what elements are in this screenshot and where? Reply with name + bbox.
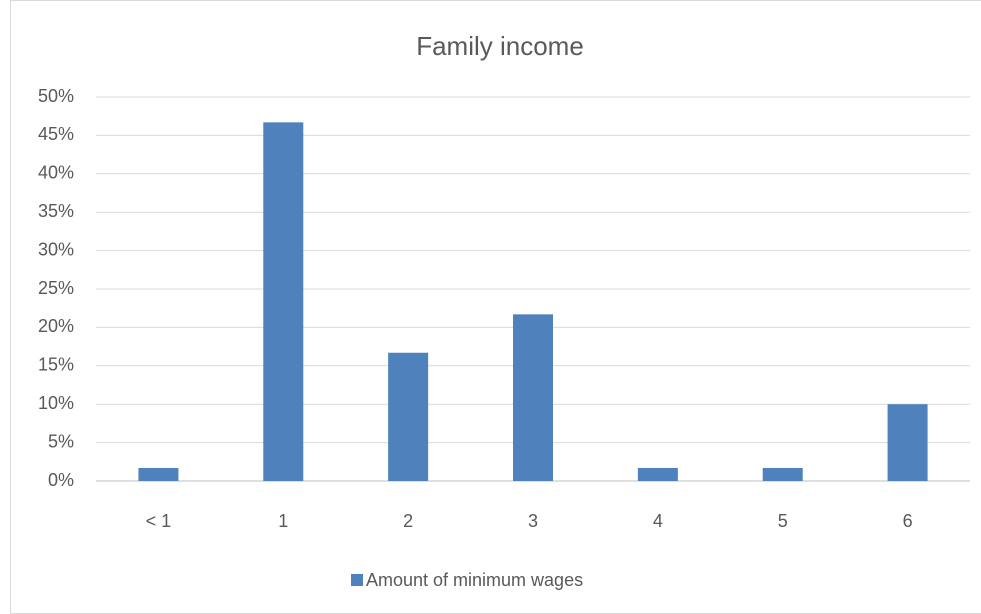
y-tick-label: 45% (38, 124, 74, 144)
y-tick-label: 15% (38, 355, 74, 375)
bar (263, 122, 304, 482)
y-tick-label: 30% (38, 239, 74, 259)
x-tick-label: 6 (903, 511, 913, 531)
x-tick-label: 4 (653, 511, 663, 531)
x-tick-label: 3 (528, 511, 538, 531)
x-tick-label: 2 (403, 511, 413, 531)
legend-label: Amount of minimum wages (366, 570, 583, 590)
x-tick-label: 5 (778, 511, 788, 531)
bar (513, 314, 553, 481)
y-tick-label: 25% (38, 278, 74, 298)
y-tick-label: 20% (38, 316, 74, 336)
y-tick-label: 5% (48, 431, 74, 451)
bar (388, 352, 429, 481)
bar (138, 467, 179, 481)
y-tick-label: 0% (48, 470, 74, 490)
y-tick-label: 40% (38, 163, 74, 183)
x-tick-label: < 1 (146, 511, 172, 531)
bar (762, 467, 803, 481)
chart-title: Family income (416, 31, 584, 61)
bar (637, 467, 678, 481)
y-tick-label: 10% (38, 393, 74, 413)
chart-frame (10, 0, 981, 614)
x-tick-label: 1 (278, 511, 288, 531)
legend-swatch (351, 574, 363, 586)
bar (887, 404, 928, 481)
y-tick-label: 50% (38, 86, 74, 106)
y-tick-label: 35% (38, 201, 74, 221)
